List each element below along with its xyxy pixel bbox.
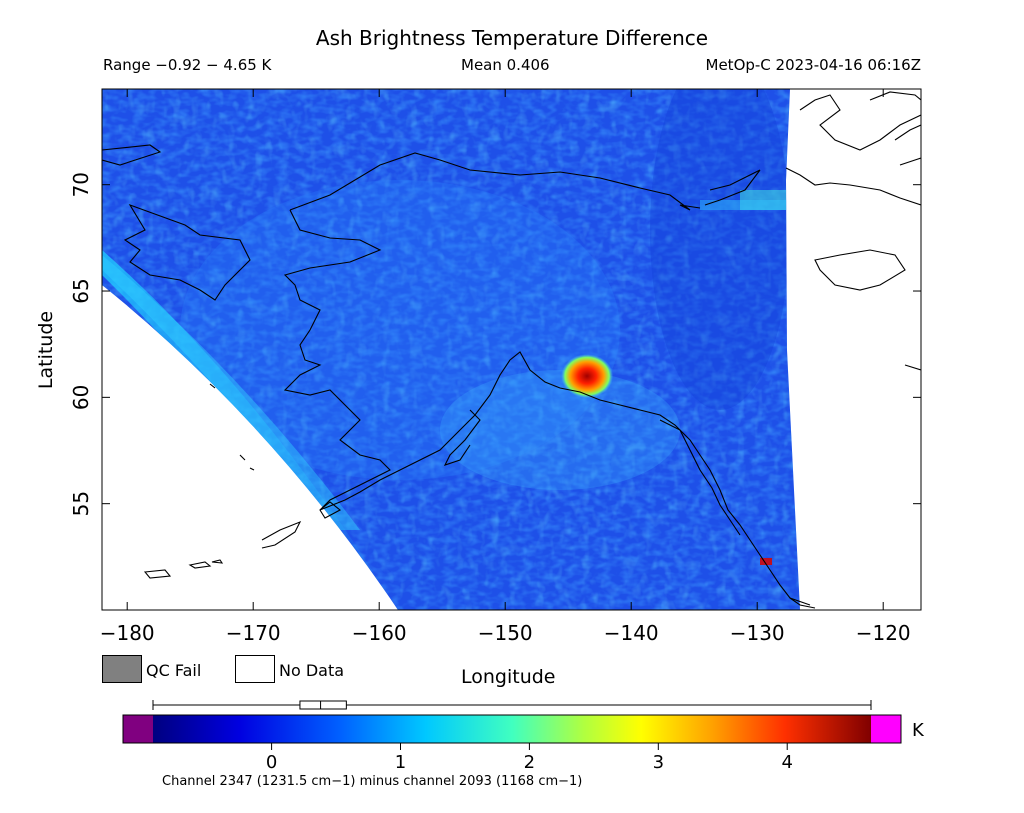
- mean-label: Mean 0.406: [461, 56, 550, 74]
- x-tick-label: −170: [226, 621, 281, 645]
- data-swath: [102, 89, 921, 610]
- colorbar-unit: K: [912, 720, 924, 741]
- colorbar-gradient: [153, 715, 871, 743]
- y-tick-label: 55: [69, 491, 93, 516]
- x-axis-label: Longitude: [461, 666, 556, 688]
- x-axis: −180 −170 −160 −150 −140 −130 −120: [100, 89, 911, 645]
- plot-frame: [101, 88, 922, 611]
- x-tick-label: −130: [730, 621, 785, 645]
- x-tick-label: −140: [604, 621, 659, 645]
- colorbar-frame: [122, 714, 902, 744]
- qc-fail-label: QC Fail: [146, 661, 202, 680]
- map-title: Ash Brightness Temperature Difference: [315, 26, 709, 50]
- coastlines: [102, 91, 921, 609]
- qc-fail-swatch: [102, 655, 142, 683]
- x-tick-label: −160: [352, 621, 407, 645]
- x-tick-label: −120: [856, 621, 911, 645]
- y-axis: 70 65 60 55: [69, 172, 921, 516]
- hot-pixel: [760, 558, 772, 565]
- colorbar-tick-label: 2: [524, 752, 535, 773]
- channel-subtitle: Channel 2347 (1231.5 cm−1) minus channel…: [162, 774, 583, 789]
- colorbar-under: [123, 715, 153, 743]
- no-data-swatch: [235, 655, 275, 683]
- colorbar-over: [871, 715, 901, 743]
- colorbar-tick-label: 4: [781, 752, 792, 773]
- x-tick-label: −150: [478, 621, 533, 645]
- boxplot-iqr-box: [299, 700, 347, 710]
- colorbar-tick-label: 0: [266, 752, 277, 773]
- ash-hotspot: [561, 354, 614, 399]
- y-tick-label: 60: [69, 385, 93, 410]
- satellite-time-label: MetOp-C 2023-04-16 06:16Z: [705, 56, 921, 74]
- y-tick-label: 65: [69, 278, 93, 303]
- colorbar-tick-label: 1: [395, 752, 406, 773]
- x-tick-label: −180: [100, 621, 155, 645]
- range-label: Range −0.92 − 4.65 K: [103, 56, 272, 74]
- y-tick-label: 70: [69, 172, 93, 197]
- colorbar-tick-label: 3: [653, 752, 664, 773]
- colorbar-ticks: 0 1 2 3 4: [266, 743, 793, 773]
- y-axis-label: Latitude: [35, 310, 57, 390]
- no-data-label: No Data: [279, 661, 345, 680]
- colorbar: 0 1 2 3 4: [122, 700, 902, 773]
